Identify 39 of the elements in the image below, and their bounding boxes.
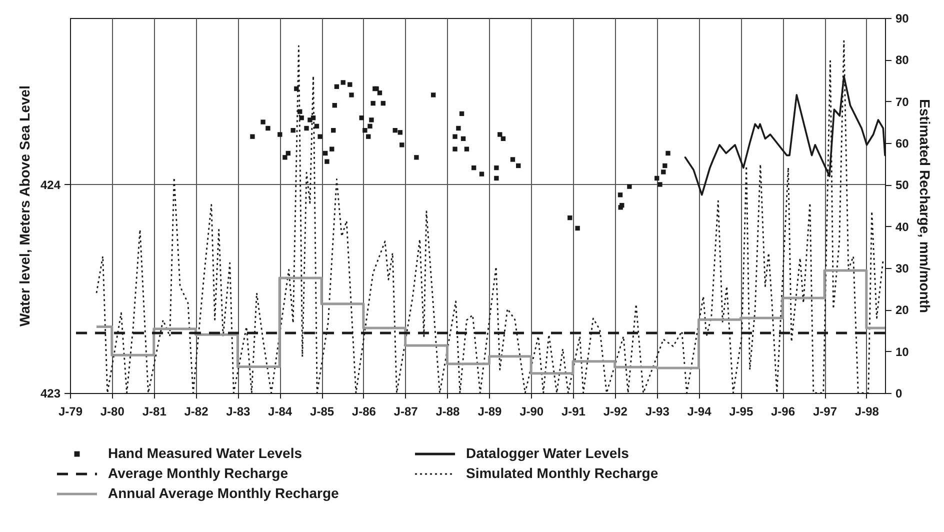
x-tick-label: J-92 xyxy=(603,404,628,418)
x-tick-label: J-98 xyxy=(854,404,880,418)
y-tick-label: 424 xyxy=(40,178,61,192)
y2-tick-label: 0 xyxy=(896,386,902,400)
y2-tick-label: 60 xyxy=(896,136,910,150)
x-tick-label: J-82 xyxy=(184,404,209,418)
y2-tick-label: 90 xyxy=(896,12,910,26)
x-tick-label: J-90 xyxy=(520,404,544,418)
y2-axis-title: Estimated Recharge, mm/month xyxy=(916,99,933,313)
legend-label: Annual Average Monthly Recharge xyxy=(108,485,339,501)
x-tick-label: J-95 xyxy=(729,404,754,418)
y2-tick-label: 70 xyxy=(896,94,910,109)
y-tick-label: 423 xyxy=(40,386,61,400)
legend-label: Datalogger Water Levels xyxy=(466,445,630,461)
x-tick-label: J-89 xyxy=(478,404,502,418)
y2-tick-label: 50 xyxy=(896,178,910,192)
x-tick-label: J-93 xyxy=(645,404,670,418)
legend-label: Hand Measured Water Levels xyxy=(108,445,302,461)
legend-label: Simulated Monthly Recharge xyxy=(466,465,658,481)
x-tick-label: J-86 xyxy=(352,404,376,418)
x-tick-label: J-83 xyxy=(226,404,250,418)
x-tick-label: J-85 xyxy=(310,404,334,418)
x-tick-label: J-88 xyxy=(436,404,460,418)
x-tick-label: J-96 xyxy=(771,404,796,418)
y2-tick-label: 40 xyxy=(896,220,910,234)
legend-label: Average Monthly Recharge xyxy=(108,465,288,481)
x-tick-label: J-84 xyxy=(268,404,292,418)
x-tick-label: J-80 xyxy=(100,404,125,418)
x-tick-label: J-97 xyxy=(813,404,838,418)
x-tick-label: J-94 xyxy=(687,404,712,418)
y2-tick-label: 30 xyxy=(896,262,910,276)
x-tick-label: J-91 xyxy=(561,404,586,418)
y2-tick-label: 80 xyxy=(896,53,910,68)
y2-tick-label: 10 xyxy=(896,344,910,359)
x-tick-label: J-81 xyxy=(142,404,167,418)
x-tick-label: J-87 xyxy=(394,404,418,418)
y2-tick-label: 20 xyxy=(896,303,910,318)
x-tick-label: J-79 xyxy=(58,404,83,418)
y-axis-title: Water level, Meters Above Sea Level xyxy=(16,86,32,326)
